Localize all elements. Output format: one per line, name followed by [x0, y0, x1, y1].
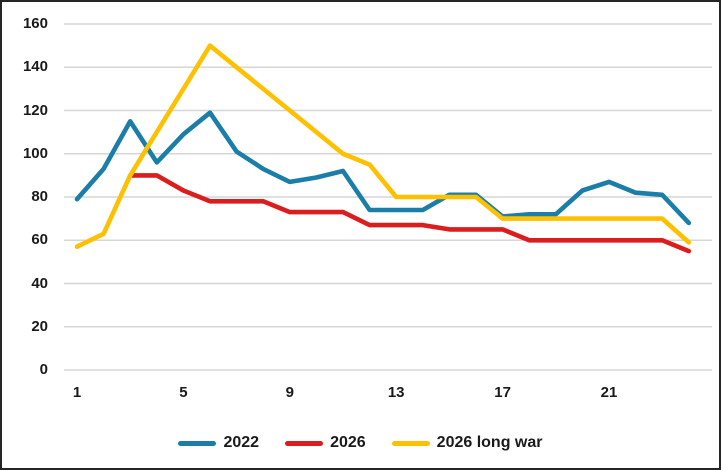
series-line-2026 — [127, 173, 692, 254]
y-tick-label-100: 100 — [22, 144, 48, 162]
x-tick-label-13: 13 — [387, 384, 405, 401]
legend-line-swatch-2026-long-war — [391, 440, 430, 446]
legend-label: 2026 — [330, 434, 366, 451]
x-tick-label-5: 5 — [179, 384, 188, 401]
legend-item-2026-long-war: 2026 long war — [391, 434, 543, 452]
x-tick-label-17: 17 — [494, 384, 511, 401]
y-tick-label-120: 120 — [22, 101, 48, 119]
x-tick-label-1: 1 — [72, 384, 82, 401]
legend-item-2022: 2022 — [178, 434, 259, 452]
y-tick-label-80: 80 — [31, 188, 48, 205]
series-line-2026-long-war — [74, 43, 692, 249]
y-tick-label-140: 140 — [22, 58, 48, 76]
y-tick-label-60: 60 — [31, 231, 48, 249]
legend-line-swatch-2022 — [178, 440, 217, 446]
legend-item-2026: 2026 — [285, 434, 366, 452]
y-tick-label-20: 20 — [31, 317, 48, 335]
legend-label: 2026 long war — [436, 434, 543, 451]
x-tick-label-21: 21 — [600, 384, 618, 401]
y-tick-label-0: 0 — [39, 361, 48, 378]
y-tick-label-40: 40 — [31, 274, 48, 292]
legend: 2022 2026 2026 long war — [2, 428, 719, 458]
legend-line-swatch-2026 — [285, 440, 324, 446]
legend-label: 2022 — [223, 434, 260, 451]
series-line-2022 — [74, 110, 692, 226]
y-tick-label-160: 160 — [22, 15, 48, 32]
x-tick-label-9: 9 — [285, 384, 294, 401]
